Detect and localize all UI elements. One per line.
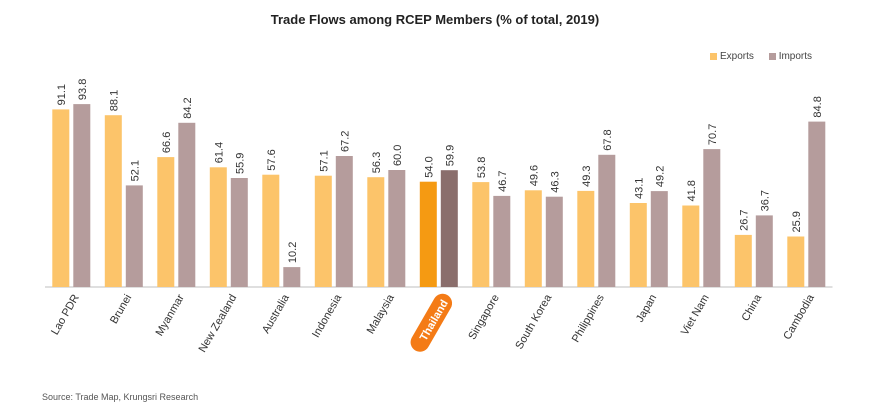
data-label-imports-south-korea: 46.3 [549,171,561,192]
data-label-imports-philippines: 67.8 [602,129,614,150]
bar-imports-new-zealand [230,178,248,287]
bar-imports-south-korea [545,196,563,287]
bar-exports-indonesia [314,175,332,287]
data-label-exports-japan: 43.1 [633,178,645,199]
data-label-exports-australia: 57.6 [266,149,278,170]
tick-label-myanmar: Myanmar [154,292,187,338]
highlight-pill-shape [410,293,453,352]
data-label-exports-viet-nam: 41.8 [686,180,698,201]
tick-label-brunei: Brunei [108,293,134,327]
legend-label-imports: Imports [778,51,813,62]
data-label-imports-china: 36.7 [759,190,771,211]
bar-imports-australia [283,267,301,287]
tick-label-south-korea: South Korea [513,292,554,352]
tick-label-cambodia: Cambodia [781,292,817,342]
data-label-exports-new-zealand: 61.4 [213,142,225,163]
legend: Exports Imports [710,51,824,63]
bar-exports-philippines [577,190,595,287]
bar-exports-lao-pdr [52,109,70,288]
bar-exports-new-zealand [209,167,227,287]
bar-exports-china [734,234,752,287]
data-label-imports-cambodia: 84.8 [812,96,824,117]
data-label-imports-indonesia: 67.2 [339,131,351,152]
bar-exports-japan [629,203,647,287]
bar-exports-australia [262,174,280,287]
bar-imports-viet-nam [703,149,721,287]
chart-title: Trade Flows among RCEP Members (% of tot… [270,12,600,27]
bar-imports-philippines [598,154,616,287]
data-label-exports-lao-pdr: 91.1 [56,84,68,105]
legend-swatch-imports [768,53,776,60]
bar-imports-lao-pdr [73,104,91,287]
bar-imports-singapore [493,195,511,287]
data-label-exports-thailand: 54.0 [423,156,435,177]
data-label-imports-lao-pdr: 93.8 [77,79,89,100]
bar-exports-myanmar [157,157,175,287]
bar-exports-singapore [472,182,490,287]
data-label-exports-myanmar: 66.6 [161,132,173,153]
data-label-imports-thailand: 59.9 [444,145,456,166]
legend-label-exports: Exports [720,51,754,62]
bar-imports-thailand [440,170,458,287]
bar-exports-brunei [104,115,122,287]
data-label-exports-indonesia: 57.1 [318,150,330,171]
data-label-imports-singapore: 46.7 [497,170,509,191]
bar-imports-brunei [125,185,143,287]
bar-imports-malaysia [388,170,406,287]
source-note: Source: Trade Map, Krungsri Research [42,392,199,402]
bar-exports-malaysia [367,177,385,287]
data-label-exports-cambodia: 25.9 [791,211,803,232]
bar-imports-indonesia [335,156,353,287]
data-label-imports-australia: 10.2 [287,242,299,263]
tick-label-indonesia: Indonesia [310,292,345,340]
data-label-exports-singapore: 53.8 [476,157,488,178]
tick-label-new-zealand: New Zealand [197,293,240,355]
data-label-exports-philippines: 49.3 [581,165,593,186]
legend-item-exports: Exports [710,51,754,62]
data-label-exports-south-korea: 49.6 [528,165,540,186]
tick-label-japan: Japan [634,293,659,325]
legend-swatch-exports [710,53,717,60]
data-label-imports-viet-nam: 70.7 [707,124,719,145]
bar-exports-south-korea [524,190,542,287]
tick-label-australia: Australia [260,292,292,336]
tick-label-malaysia: Malaysia [365,292,398,336]
data-label-imports-malaysia: 60.0 [392,145,404,166]
tick-label-singapore: Singapore [466,293,501,342]
bar-exports-thailand [419,181,437,287]
data-label-imports-myanmar: 84.2 [182,97,194,118]
bar-imports-china [755,215,773,287]
bar-imports-japan [650,191,668,287]
bar-imports-cambodia [808,121,826,287]
data-label-imports-new-zealand: 55.9 [234,153,246,174]
tick-label-lao-pdr: Lao PDR [49,292,82,337]
tick-label-philippines: Philippines [570,292,607,345]
highlight-pill-thailand: Thailand [410,293,453,352]
data-label-exports-brunei: 88.1 [108,90,120,111]
data-label-imports-japan: 49.2 [654,166,666,187]
data-label-imports-brunei: 52.1 [129,160,141,181]
bar-exports-viet-nam [682,205,700,287]
data-label-exports-malaysia: 56.3 [371,152,383,173]
bar-imports-myanmar [178,122,196,287]
data-label-exports-china: 26.7 [738,209,750,230]
legend-item-imports: Imports [768,51,813,62]
bar-exports-cambodia [787,236,805,287]
tick-label-viet-nam: Viet Nam [679,293,712,338]
tick-label-china: China [740,292,765,324]
